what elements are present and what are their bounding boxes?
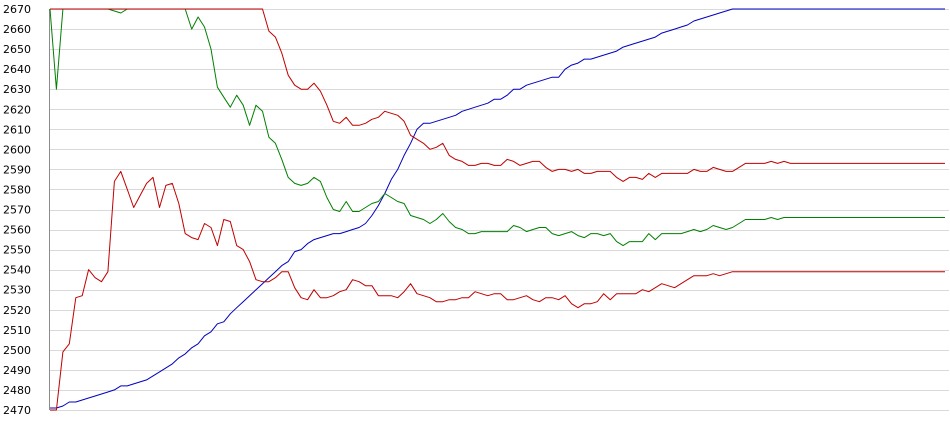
series-line-3 xyxy=(50,8,945,182)
series-line-2 xyxy=(49,8,945,247)
y-tick-label: 2530 xyxy=(3,284,31,297)
y-tick-label: 2470 xyxy=(3,404,31,417)
y-tick-label: 2590 xyxy=(3,163,31,176)
y-tick-label: 2540 xyxy=(3,264,31,277)
series-line-4 xyxy=(50,170,945,411)
y-tick-label: 2660 xyxy=(3,23,31,36)
y-tick-label: 2650 xyxy=(3,43,31,56)
y-tick-labels: 2470 2480 2490 2500 2510 2520 2530 2540 2550 2560… xyxy=(3,3,31,417)
y-tick-label: 2670 xyxy=(3,3,31,16)
series-layer xyxy=(49,8,945,411)
y-tick-label: 2570 xyxy=(3,204,31,217)
series-line-1 xyxy=(50,8,945,409)
y-tick-label: 2520 xyxy=(3,304,31,317)
y-tick-label: 2490 xyxy=(3,364,31,377)
y-tick-label: 2500 xyxy=(3,344,31,357)
y-tick-label: 2640 xyxy=(3,63,31,76)
y-tick-label: 2580 xyxy=(3,183,31,196)
y-tick-label: 2480 xyxy=(3,384,31,397)
y-tick-label: 2620 xyxy=(3,103,31,116)
grid-layer xyxy=(49,9,949,411)
y-tick-label: 2630 xyxy=(3,83,31,96)
y-tick-label: 2610 xyxy=(3,123,31,136)
y-tick-label: 2560 xyxy=(3,224,31,237)
y-tick-label: 2510 xyxy=(3,324,31,337)
y-tick-label: 2600 xyxy=(3,143,31,156)
y-tick-label: 2550 xyxy=(3,244,31,257)
